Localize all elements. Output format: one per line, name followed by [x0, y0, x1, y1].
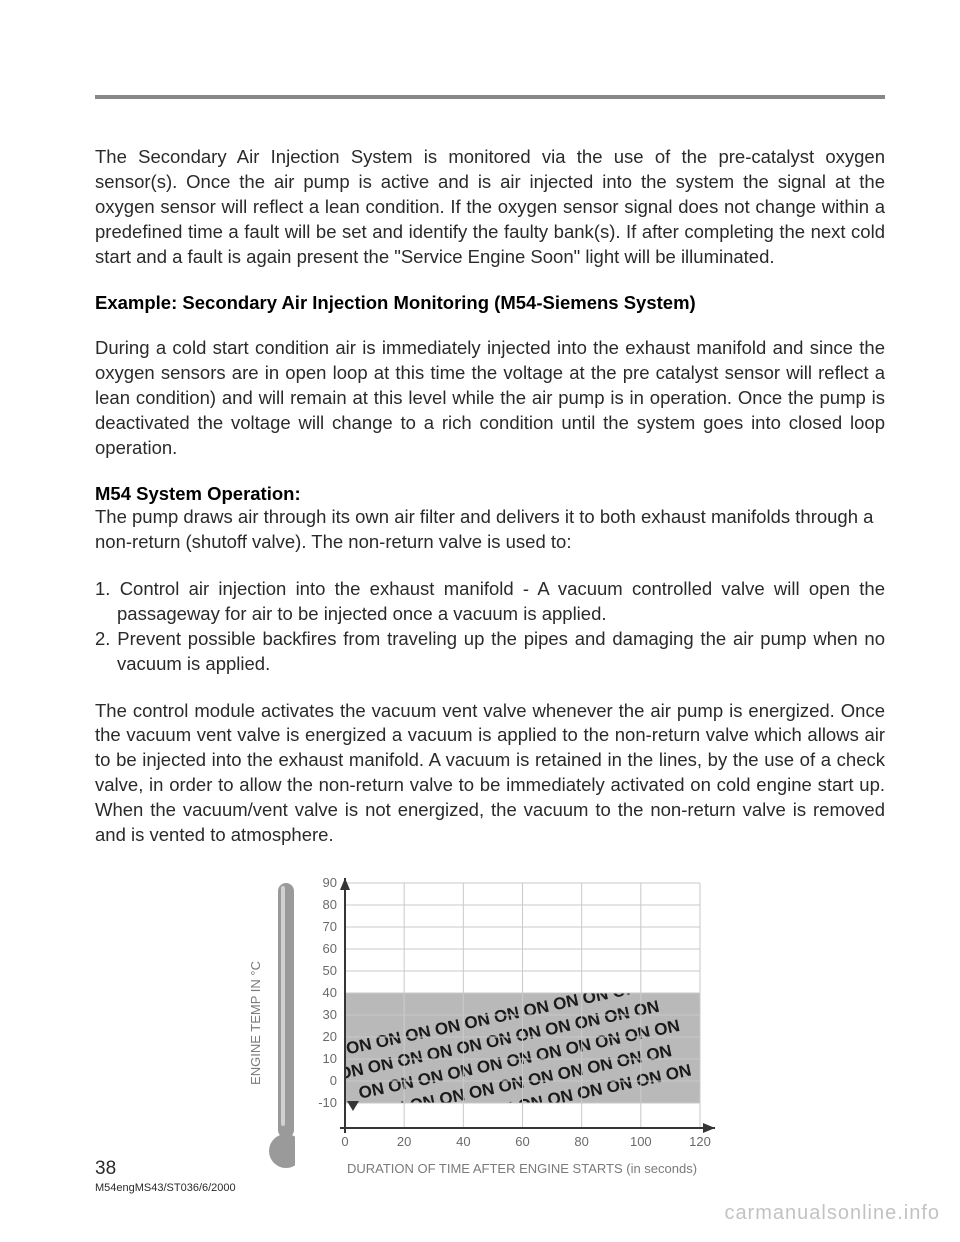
- x-axis-label: DURATION OF TIME AFTER ENGINE STARTS (in…: [347, 1161, 697, 1176]
- numbered-list: 1. Control air injection into the exhaus…: [95, 577, 885, 677]
- list-item-2: 2. Prevent possible backfires from trave…: [95, 627, 885, 677]
- svg-text:90: 90: [323, 875, 337, 890]
- list-item-1: 1. Control air injection into the exhaus…: [95, 577, 885, 627]
- svg-text:60: 60: [515, 1134, 529, 1149]
- svg-text:40: 40: [323, 985, 337, 1000]
- svg-text:120: 120: [689, 1134, 711, 1149]
- page-number: 38: [95, 1158, 236, 1180]
- paragraph-3: The pump draws air through its own air f…: [95, 506, 873, 552]
- paragraph-4: The control module activates the vacuum …: [95, 699, 885, 849]
- svg-text:0: 0: [341, 1134, 348, 1149]
- y-axis-label: ENGINE TEMP IN °C: [248, 961, 263, 1085]
- watermark-text: carmanualsonline.info: [724, 1202, 940, 1225]
- chart-container: ENGINE TEMP IN °C: [95, 873, 885, 1203]
- heading-example: Example: Secondary Air Injection Monitor…: [95, 292, 885, 314]
- heading-m54: M54 System Operation:: [95, 483, 301, 504]
- page-footer: 38 M54engMS43/ST036/6/2000: [95, 1158, 236, 1194]
- document-id: M54engMS43/ST036/6/2000: [95, 1182, 236, 1194]
- document-body: The Secondary Air Injection System is mo…: [95, 100, 885, 1203]
- secondary-air-chart: ENGINE TEMP IN °C: [240, 873, 740, 1203]
- svg-text:10: 10: [323, 1051, 337, 1066]
- svg-text:40: 40: [456, 1134, 470, 1149]
- svg-text:20: 20: [323, 1029, 337, 1044]
- svg-text:80: 80: [323, 897, 337, 912]
- svg-text:100: 100: [630, 1134, 652, 1149]
- m54-block: M54 System Operation: The pump draws air…: [95, 483, 885, 555]
- svg-text:20: 20: [397, 1134, 411, 1149]
- paragraph-2: During a cold start condition air is imm…: [95, 336, 885, 461]
- svg-text:0: 0: [330, 1073, 337, 1088]
- svg-text:50: 50: [323, 963, 337, 978]
- paragraph-1: The Secondary Air Injection System is mo…: [95, 145, 885, 270]
- top-divider: [95, 95, 885, 99]
- svg-text:-10: -10: [318, 1095, 337, 1110]
- svg-text:30: 30: [323, 1007, 337, 1022]
- svg-text:70: 70: [323, 919, 337, 934]
- svg-text:80: 80: [574, 1134, 588, 1149]
- svg-text:60: 60: [323, 941, 337, 956]
